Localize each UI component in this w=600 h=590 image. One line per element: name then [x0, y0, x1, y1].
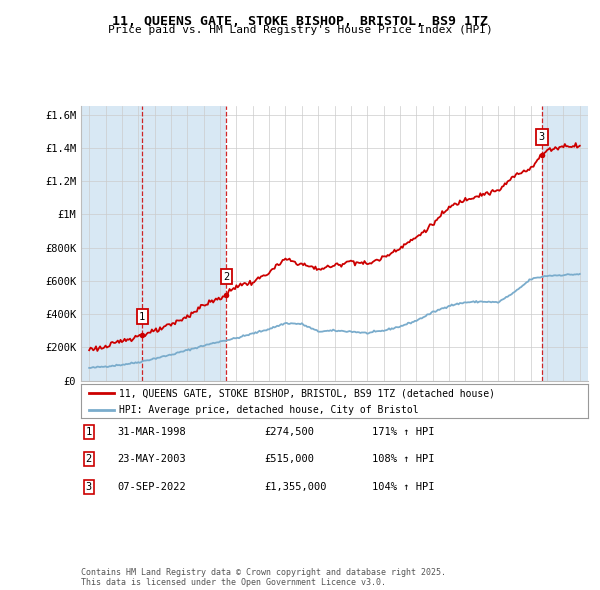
Text: 07-SEP-2022: 07-SEP-2022: [117, 482, 186, 491]
Text: 3: 3: [86, 482, 92, 491]
Text: 23-MAY-2003: 23-MAY-2003: [117, 454, 186, 464]
Text: 171% ↑ HPI: 171% ↑ HPI: [372, 427, 434, 437]
Text: 2: 2: [223, 271, 230, 281]
Text: 11, QUEENS GATE, STOKE BISHOP, BRISTOL, BS9 1TZ: 11, QUEENS GATE, STOKE BISHOP, BRISTOL, …: [112, 15, 488, 28]
Bar: [142, 106, 226, 381]
Text: £274,500: £274,500: [264, 427, 314, 437]
Text: 3: 3: [539, 132, 545, 142]
Text: 108% ↑ HPI: 108% ↑ HPI: [372, 454, 434, 464]
Text: Contains HM Land Registry data © Crown copyright and database right 2025.
This d: Contains HM Land Registry data © Crown c…: [81, 568, 446, 587]
Text: 104% ↑ HPI: 104% ↑ HPI: [372, 482, 434, 491]
Text: 1: 1: [86, 427, 92, 437]
Bar: [542, 106, 588, 381]
Text: 2: 2: [86, 454, 92, 464]
Text: 1: 1: [139, 312, 145, 322]
Text: Price paid vs. HM Land Registry's House Price Index (HPI): Price paid vs. HM Land Registry's House …: [107, 25, 493, 35]
Bar: [81, 106, 142, 381]
Text: £515,000: £515,000: [264, 454, 314, 464]
Text: HPI: Average price, detached house, City of Bristol: HPI: Average price, detached house, City…: [119, 405, 419, 415]
Text: 31-MAR-1998: 31-MAR-1998: [117, 427, 186, 437]
Text: 11, QUEENS GATE, STOKE BISHOP, BRISTOL, BS9 1TZ (detached house): 11, QUEENS GATE, STOKE BISHOP, BRISTOL, …: [119, 388, 495, 398]
Text: £1,355,000: £1,355,000: [264, 482, 326, 491]
